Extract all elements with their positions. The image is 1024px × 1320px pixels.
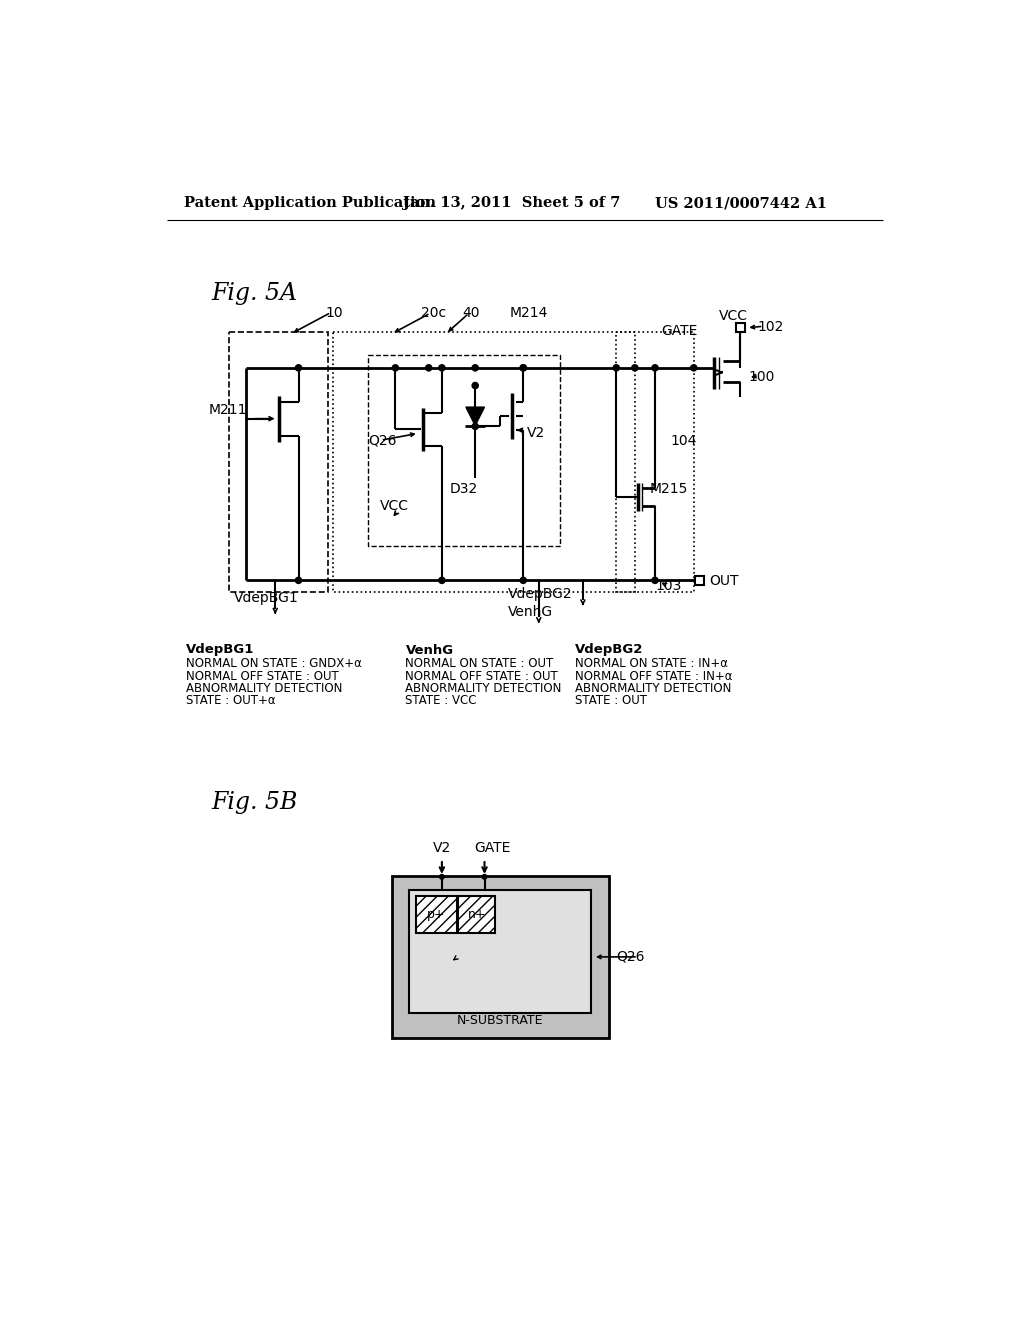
Text: VdepBG1: VdepBG1 (186, 644, 255, 656)
Text: V2: V2 (432, 841, 451, 854)
Text: 10: 10 (326, 306, 343, 321)
Text: ABNORMALITY DETECTION: ABNORMALITY DETECTION (575, 682, 731, 696)
Polygon shape (466, 407, 484, 425)
Text: Jan. 13, 2011  Sheet 5 of 7: Jan. 13, 2011 Sheet 5 of 7 (403, 197, 621, 210)
Text: VenhG: VenhG (508, 605, 553, 619)
Text: p+: p+ (427, 908, 445, 921)
Bar (333, 331, 635, 591)
Text: STATE : VCC: STATE : VCC (406, 694, 477, 708)
Bar (735, 323, 744, 333)
Circle shape (520, 364, 526, 371)
Text: 104: 104 (671, 434, 697, 447)
Text: NORMAL ON STATE : OUT: NORMAL ON STATE : OUT (406, 657, 554, 671)
Text: VdepBG1: VdepBG1 (233, 591, 298, 605)
Circle shape (632, 364, 638, 371)
Circle shape (482, 875, 486, 879)
Bar (228, 331, 328, 591)
Bar (409, 890, 592, 1014)
Circle shape (520, 364, 526, 371)
Text: M211: M211 (209, 404, 247, 417)
Circle shape (690, 364, 697, 371)
Text: VdepBG2: VdepBG2 (508, 586, 572, 601)
Circle shape (472, 383, 478, 388)
Text: M215: M215 (649, 482, 688, 496)
Circle shape (652, 577, 658, 583)
Text: Q26: Q26 (369, 433, 396, 447)
Text: 20c: 20c (421, 306, 446, 321)
Text: V2: V2 (527, 426, 546, 441)
Text: STATE : OUT+α: STATE : OUT+α (186, 694, 275, 708)
Text: ABNORMALITY DETECTION: ABNORMALITY DETECTION (186, 682, 342, 696)
Text: 100: 100 (748, 370, 774, 384)
Bar (458, 896, 496, 933)
Text: NORMAL OFF STATE : OUT: NORMAL OFF STATE : OUT (406, 669, 558, 682)
Circle shape (652, 364, 658, 371)
Bar (417, 896, 457, 933)
Circle shape (438, 577, 445, 583)
Text: VdepBG2: VdepBG2 (575, 644, 643, 656)
Text: VCC: VCC (719, 309, 748, 323)
Text: M214: M214 (510, 306, 549, 321)
Bar (369, 355, 560, 545)
Text: VCC: VCC (380, 499, 409, 512)
Bar (694, 576, 703, 585)
Text: D32: D32 (450, 482, 478, 496)
Text: Fig. 5B: Fig. 5B (211, 792, 297, 814)
Text: n+: n+ (468, 908, 486, 921)
Text: VenhG: VenhG (406, 644, 454, 656)
Text: ABNORMALITY DETECTION: ABNORMALITY DETECTION (406, 682, 562, 696)
Text: 102: 102 (758, 321, 783, 334)
Text: Patent Application Publication: Patent Application Publication (183, 197, 436, 210)
Circle shape (426, 364, 432, 371)
Text: 103: 103 (655, 578, 681, 593)
Text: GATE: GATE (474, 841, 511, 854)
Circle shape (295, 577, 302, 583)
Circle shape (472, 424, 478, 429)
Circle shape (613, 364, 620, 371)
Text: NORMAL OFF STATE : OUT: NORMAL OFF STATE : OUT (186, 669, 339, 682)
Circle shape (392, 364, 398, 371)
Text: 40: 40 (463, 306, 480, 321)
Text: OUT: OUT (710, 574, 738, 589)
Circle shape (295, 364, 302, 371)
Text: Q26: Q26 (616, 950, 645, 964)
Bar (391, 876, 608, 1038)
Bar (458, 896, 496, 933)
Circle shape (520, 577, 526, 583)
Text: Fig. 5A: Fig. 5A (211, 281, 297, 305)
Text: NORMAL ON STATE : GNDX+α: NORMAL ON STATE : GNDX+α (186, 657, 362, 671)
Circle shape (472, 364, 478, 371)
Text: NORMAL ON STATE : IN+α: NORMAL ON STATE : IN+α (575, 657, 728, 671)
Circle shape (439, 875, 444, 879)
Text: NORMAL OFF STATE : IN+α: NORMAL OFF STATE : IN+α (575, 669, 733, 682)
Bar (391, 876, 608, 1038)
Text: GATE: GATE (662, 323, 697, 338)
Bar (409, 890, 592, 1014)
Text: US 2011/0007442 A1: US 2011/0007442 A1 (655, 197, 827, 210)
Text: N-SUBSTRATE: N-SUBSTRATE (457, 1014, 544, 1027)
Text: STATE : OUT: STATE : OUT (575, 694, 647, 708)
Circle shape (438, 364, 445, 371)
Bar (417, 896, 457, 933)
Bar (616, 331, 693, 591)
